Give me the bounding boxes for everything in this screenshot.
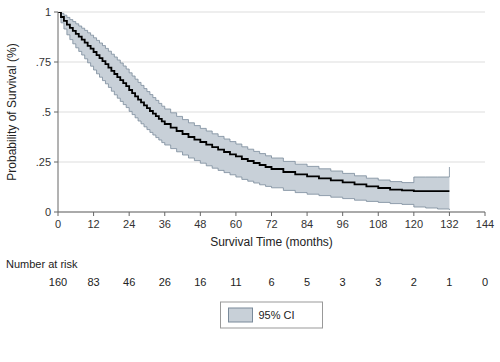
risk-value: 1 (446, 276, 452, 288)
risk-label: Number at risk (6, 258, 78, 270)
x-tick (307, 212, 308, 216)
x-tick (129, 212, 130, 216)
risk-value: 3 (375, 276, 381, 288)
x-tick-label: 24 (123, 218, 135, 230)
x-tick-label: 144 (476, 218, 494, 230)
grid-line (58, 112, 485, 113)
y-axis-label: Probability of Survival (%) (5, 43, 19, 180)
x-tick-label: 120 (405, 218, 423, 230)
x-tick (58, 212, 59, 216)
x-tick (378, 212, 379, 216)
x-tick (93, 212, 94, 216)
x-tick-label: 48 (194, 218, 206, 230)
y-tick-label: 0 (45, 206, 51, 218)
x-tick (235, 212, 236, 216)
x-tick (271, 212, 272, 216)
plot-area (58, 12, 449, 210)
x-tick (485, 212, 486, 216)
risk-value: 5 (304, 276, 310, 288)
x-tick-label: 60 (230, 218, 242, 230)
legend-label: 95% CI (259, 309, 295, 321)
x-tick-label: 0 (55, 218, 61, 230)
x-axis-label: Survival Time (months) (210, 235, 333, 249)
y-tick-label: .25 (36, 156, 51, 168)
ci-band (58, 12, 449, 210)
legend: 95% CI (221, 302, 323, 328)
x-axis (58, 212, 485, 213)
risk-value: 6 (268, 276, 274, 288)
risk-value: 83 (87, 276, 99, 288)
x-tick-label: 36 (159, 218, 171, 230)
y-tick (54, 62, 58, 63)
y-tick (54, 212, 58, 213)
y-tick-label: .75 (36, 56, 51, 68)
ci-upper-edge (58, 12, 449, 183)
y-tick-label: 1 (45, 6, 51, 18)
legend-swatch (229, 308, 253, 322)
survival-line (58, 12, 449, 191)
x-tick-label: 84 (301, 218, 313, 230)
x-tick (342, 212, 343, 216)
grid-line (58, 62, 485, 63)
chart: 0.25.5.75101224364860728496108120132144S… (0, 0, 500, 362)
grid-line (58, 12, 485, 13)
y-tick (54, 12, 58, 13)
risk-value: 11 (230, 276, 241, 288)
risk-value: 46 (123, 276, 135, 288)
x-tick (449, 212, 450, 216)
risk-value: 16 (194, 276, 206, 288)
risk-value: 0 (482, 276, 488, 288)
x-tick-label: 72 (265, 218, 277, 230)
risk-value: 2 (411, 276, 417, 288)
legend-frame (221, 302, 323, 328)
y-tick-label: .5 (42, 106, 51, 118)
x-tick-label: 96 (337, 218, 349, 230)
x-tick-label: 12 (87, 218, 99, 230)
risk-value: 160 (49, 276, 67, 288)
x-tick (200, 212, 201, 216)
x-tick-label: 132 (440, 218, 458, 230)
y-axis (58, 12, 59, 212)
y-tick (54, 162, 58, 163)
ci-lower-edge (58, 12, 449, 210)
y-tick (54, 112, 58, 113)
grid-line (58, 212, 485, 213)
risk-value: 26 (159, 276, 171, 288)
x-tick-label: 108 (369, 218, 387, 230)
x-tick (164, 212, 165, 216)
x-tick (413, 212, 414, 216)
risk-value: 3 (340, 276, 346, 288)
